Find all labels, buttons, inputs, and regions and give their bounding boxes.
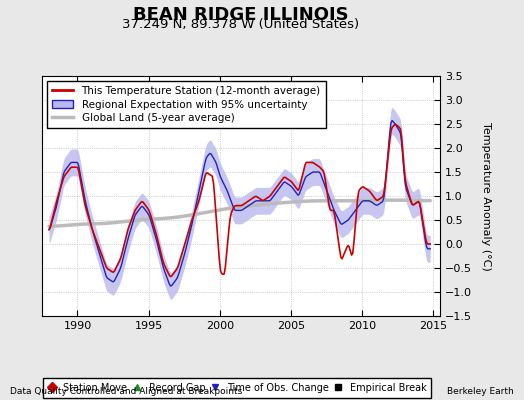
Text: Data Quality Controlled and Aligned at Breakpoints: Data Quality Controlled and Aligned at B… [10, 387, 243, 396]
Y-axis label: Temperature Anomaly (°C): Temperature Anomaly (°C) [482, 122, 492, 270]
Legend: Station Move, Record Gap, Time of Obs. Change, Empirical Break: Station Move, Record Gap, Time of Obs. C… [43, 378, 431, 398]
Text: 37.249 N, 89.378 W (United States): 37.249 N, 89.378 W (United States) [123, 18, 359, 31]
Text: Berkeley Earth: Berkeley Earth [447, 387, 514, 396]
Text: BEAN RIDGE ILLINOIS: BEAN RIDGE ILLINOIS [133, 6, 349, 24]
